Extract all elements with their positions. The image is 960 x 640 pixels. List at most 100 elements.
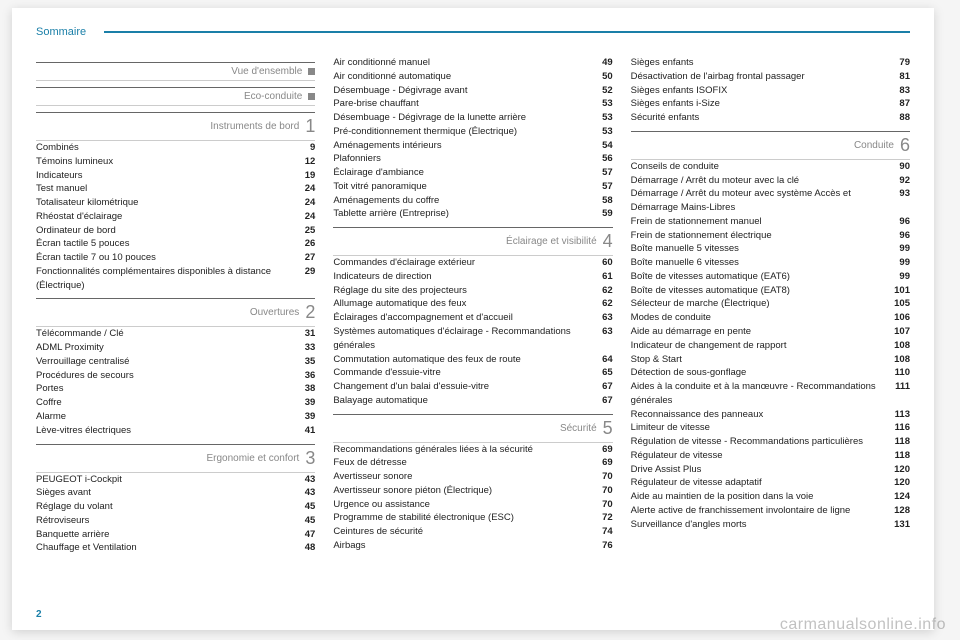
toc-entry: Boîte de vitesses automatique (EAT6)99 [631,270,910,284]
toc-entry: Aménagements du coffre58 [333,194,612,208]
toc-entry: Alerte active de franchissement involont… [631,504,910,518]
toc-entry: ADML Proximity33 [36,341,315,355]
toc-entry-label: Allumage automatique des feux [333,297,588,311]
toc-entry-label: Combinés [36,141,291,155]
toc-entry-page: 65 [589,366,613,380]
toc-entry-page: 107 [886,325,910,339]
toc-entry-label: Écran tactile 7 ou 10 pouces [36,251,291,265]
toc-entry-page: 45 [291,500,315,514]
toc-entry-label: Désembuage - Dégivrage de la lunette arr… [333,111,588,125]
section-heading: Sécurité5 [333,414,612,443]
section-title-text: Eco-conduite [244,91,302,102]
toc-entry: Indicateurs19 [36,169,315,183]
toc-entry-page: 33 [291,341,315,355]
toc-entry-page: 60 [589,256,613,270]
toc-entry-page: 76 [589,539,613,553]
toc-entry-page: 72 [589,511,613,525]
toc-entry-label: ADML Proximity [36,341,291,355]
toc-entry-page: 62 [589,284,613,298]
toc-entry-page: 53 [589,125,613,139]
toc-entry: Urgence ou assistance70 [333,498,612,512]
toc-entry: Drive Assist Plus120 [631,463,910,477]
toc-entry-label: Désembuage - Dégivrage avant [333,84,588,98]
toc-entry-page: 108 [886,353,910,367]
toc-entry: Air conditionné automatique50 [333,70,612,84]
toc-entry: Procédures de secours36 [36,369,315,383]
toc-entry-page: 99 [886,270,910,284]
toc-entry: Régulateur de vitesse adaptatif120 [631,476,910,490]
toc-entry-page: 57 [589,166,613,180]
toc-entry-page: 39 [291,396,315,410]
section-heading: Ergonomie et confort3 [36,444,315,473]
header-title: Sommaire [36,26,86,38]
toc-entry-page: 63 [589,325,613,353]
toc-entry: Feux de détresse69 [333,456,612,470]
toc-entry-page: 110 [886,366,910,380]
toc-entry: Surveillance d'angles morts131 [631,518,910,532]
toc-entry-label: Tablette arrière (Entreprise) [333,207,588,221]
toc-entry-label: Frein de stationnement manuel [631,215,886,229]
toc-entry-label: Indicateurs [36,169,291,183]
toc-entry-page: 81 [886,70,910,84]
toc-entry-page: 31 [291,327,315,341]
section-number: 5 [603,418,613,439]
toc-entry-label: Lève-vitres électriques [36,424,291,438]
toc-entry-label: Éclairages d'accompagnement et d'accueil [333,311,588,325]
toc-entry-page: 19 [291,169,315,183]
toc-entry-page: 29 [291,265,315,293]
toc-entry-label: Régulation de vitesse - Recommandations … [631,435,886,449]
toc-entry-page: 43 [291,473,315,487]
toc-columns: Vue d'ensemble Eco-conduite Instruments de… [36,56,910,555]
toc-entry: Rhéostat d'éclairage24 [36,210,315,224]
toc-entry-page: 53 [589,97,613,111]
toc-entry-label: Surveillance d'angles morts [631,518,886,532]
toc-entry-page: 24 [291,210,315,224]
toc-entry-page: 63 [589,311,613,325]
toc-entry-page: 70 [589,498,613,512]
toc-entry: Éclairage d'ambiance57 [333,166,612,180]
toc-entry-label: Feux de détresse [333,456,588,470]
toc-entry: Sélecteur de marche (Électrique)105 [631,297,910,311]
toc-entry-label: Programme de stabilité électronique (ESC… [333,511,588,525]
toc-entry-label: Air conditionné manuel [333,56,588,70]
toc-entry: Aide au démarrage en pente107 [631,325,910,339]
section-heading: Ouvertures2 [36,298,315,327]
section-heading: Instruments de bord1 [36,112,315,141]
toc-entry-label: Écran tactile 5 pouces [36,237,291,251]
page-header: Sommaire [36,26,910,38]
toc-entry-page: 69 [589,443,613,457]
toc-entry-label: Aides à la conduite et à la manœuvre - R… [631,380,886,408]
toc-entry-page: 67 [589,394,613,408]
toc-entry: Airbags76 [333,539,612,553]
toc-entry-page: 67 [589,380,613,394]
section-heading: Conduite6 [631,131,910,160]
toc-entry: Frein de stationnement manuel96 [631,215,910,229]
toc-entry: Totalisateur kilométrique24 [36,196,315,210]
toc-entry: Pré-conditionnement thermique (Électriqu… [333,125,612,139]
toc-entry: PEUGEOT i-Cockpit43 [36,473,315,487]
toc-entry: Reconnaissance des panneaux113 [631,408,910,422]
toc-entry-label: Témoins lumineux [36,155,291,169]
section-heading: Vue d'ensemble [36,62,315,81]
toc-entry: Alarme39 [36,410,315,424]
toc-entry-label: Éclairage d'ambiance [333,166,588,180]
toc-entry: Coffre39 [36,396,315,410]
toc-entry: Sièges enfants79 [631,56,910,70]
toc-entry-label: Changement d'un balai d'essuie-vitre [333,380,588,394]
toc-entry: Modes de conduite106 [631,311,910,325]
toc-entry-page: 124 [886,490,910,504]
toc-entry-page: 88 [886,111,910,125]
toc-entry: Toit vitré panoramique57 [333,180,612,194]
toc-entry: Boîte manuelle 5 vitesses99 [631,242,910,256]
toc-entry-page: 116 [886,421,910,435]
toc-entry-label: Régulateur de vitesse adaptatif [631,476,886,490]
toc-entry-label: Stop & Start [631,353,886,367]
section-number: 6 [900,135,910,156]
toc-entry-page: 56 [589,152,613,166]
toc-entry-page: 9 [291,141,315,155]
toc-column: Air conditionné manuel49Air conditionné … [333,56,612,555]
toc-entry: Ceintures de sécurité74 [333,525,612,539]
toc-entry: Témoins lumineux12 [36,155,315,169]
toc-entry: Télécommande / Clé31 [36,327,315,341]
toc-entry-page: 120 [886,476,910,490]
